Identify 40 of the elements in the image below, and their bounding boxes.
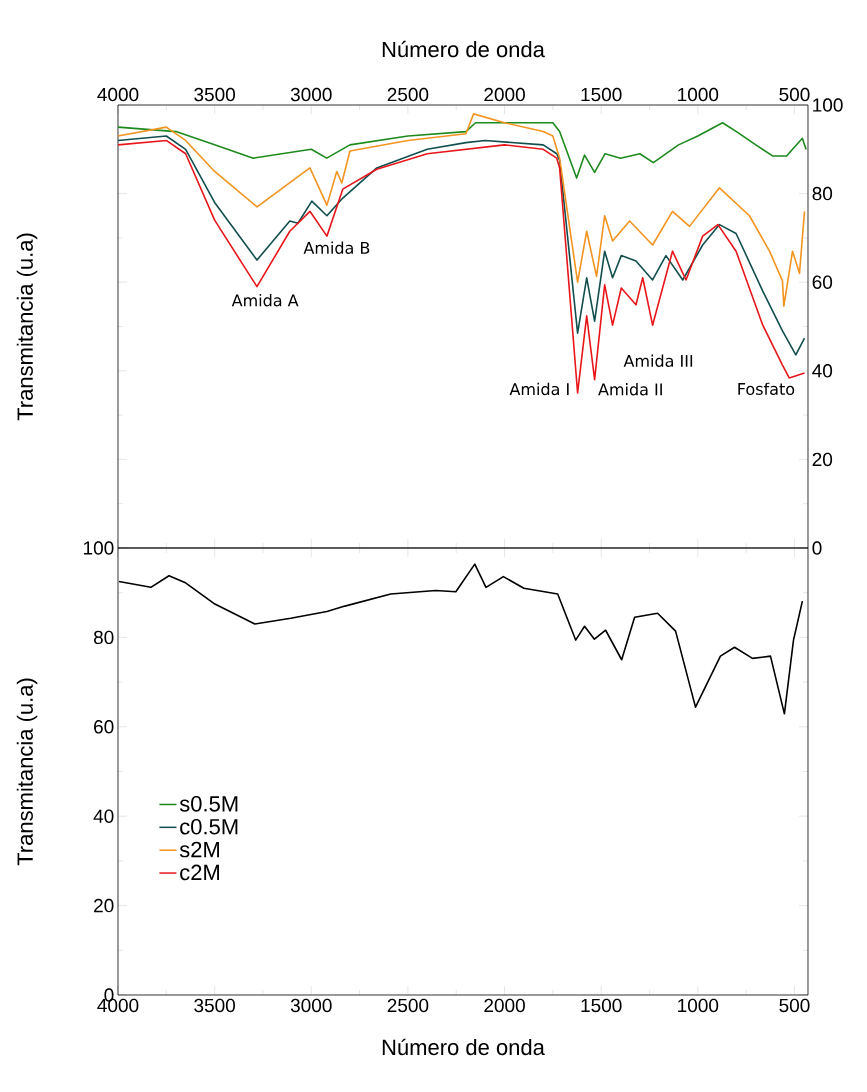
annotation: Amida I — [509, 382, 569, 396]
legend-label: s0.5M — [179, 796, 238, 812]
x-axis-title: Número de onda — [382, 40, 545, 58]
y-tick-label: 40 — [93, 809, 114, 823]
y-axis-title: Transmitancia (u.a) — [16, 233, 38, 421]
x-tick-label: 3500 — [194, 87, 235, 102]
annotation: Fosfato — [738, 382, 795, 395]
y-axis-title: Transmitancia (u.a) — [16, 678, 38, 866]
y-tick-label: 20 — [94, 898, 114, 913]
x-tick-label: 2000 — [484, 998, 525, 1013]
y-tick-label: 100 — [84, 541, 114, 555]
y-tick-label: 40 — [812, 364, 833, 378]
legend-label: s2M — [179, 841, 219, 858]
x-axis-title: Número de onda — [382, 1038, 545, 1056]
annotation: Amida A — [231, 294, 299, 307]
x-tick-label: 500 — [779, 87, 810, 102]
x-tick-label: 2500 — [387, 998, 429, 1013]
x-tick-label: 3000 — [290, 998, 332, 1013]
legend-label: c0.5M — [180, 818, 238, 835]
annotation: Amida III — [623, 354, 693, 367]
x-tick-label: 2000 — [484, 87, 525, 102]
y-tick-label: 20 — [812, 452, 833, 467]
y-tick-label: 80 — [93, 630, 114, 645]
x-tick-label: 500 — [779, 998, 810, 1013]
annotation: Amida B — [303, 241, 370, 254]
x-tick-label: 1000 — [678, 998, 719, 1013]
x-tick-label: 1500 — [581, 87, 622, 102]
x-tick-label: 1000 — [678, 87, 719, 102]
annotation: Amida II — [598, 383, 662, 396]
y-tick-label: 80 — [812, 186, 833, 201]
x-tick-label: 4000 — [97, 87, 139, 102]
x-tick-label: 1500 — [581, 998, 622, 1013]
legend-label: c2M — [180, 864, 219, 881]
y-tick-label: 60 — [94, 720, 114, 734]
x-tick-label: 3000 — [290, 87, 332, 102]
y-tick-label: 60 — [812, 275, 833, 289]
x-tick-label: 2500 — [387, 87, 429, 102]
y-tick-label: 0 — [812, 541, 822, 555]
x-tick-label: 3500 — [194, 998, 235, 1013]
y-tick-label: 100 — [813, 98, 843, 112]
